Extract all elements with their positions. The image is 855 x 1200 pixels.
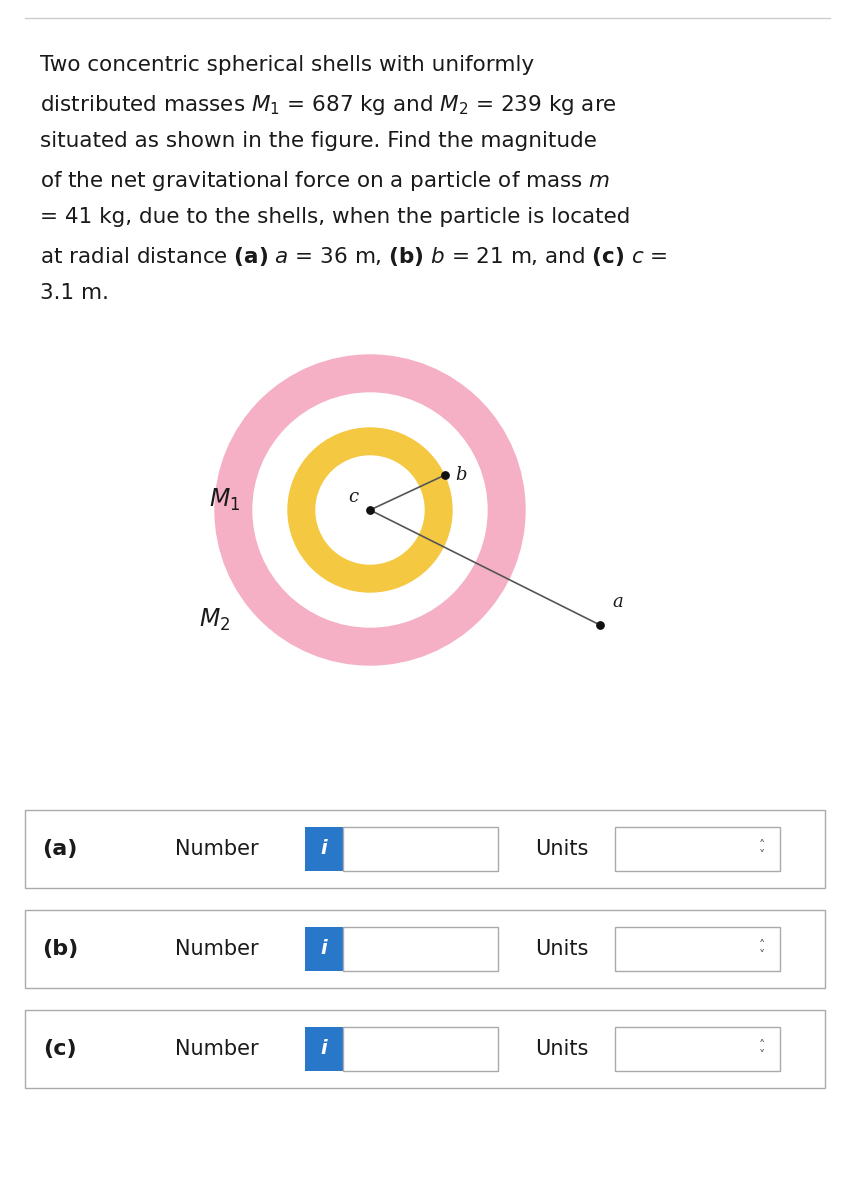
Bar — [25, 1010, 825, 1088]
Text: = 41 kg, due to the shells, when the particle is located: = 41 kg, due to the shells, when the par… — [40, 206, 630, 227]
Text: at radial distance $\mathbf{(a)}$ $a$ = 36 m, $\mathbf{(b)}$ $b$ = 21 m, and $\m: at radial distance $\mathbf{(a)}$ $a$ = … — [40, 245, 668, 268]
Text: Units: Units — [535, 839, 588, 859]
Circle shape — [215, 355, 525, 665]
Bar — [25, 810, 825, 888]
Text: (c): (c) — [44, 1039, 77, 1058]
Bar — [615, 926, 780, 971]
Text: ˅: ˅ — [759, 1049, 765, 1062]
Circle shape — [288, 428, 452, 592]
Bar — [615, 1027, 780, 1070]
Text: c: c — [348, 488, 358, 506]
Text: ˅: ˅ — [759, 948, 765, 961]
Point — [438, 466, 451, 485]
Text: i: i — [321, 1039, 327, 1058]
Text: i: i — [321, 840, 327, 858]
Text: $M_2$: $M_2$ — [199, 607, 231, 634]
Text: Number: Number — [175, 1039, 258, 1058]
Text: Number: Number — [175, 839, 258, 859]
Text: (a): (a) — [42, 839, 78, 859]
Text: Two concentric spherical shells with uniformly: Two concentric spherical shells with uni… — [40, 55, 534, 74]
Text: ˅: ˅ — [759, 848, 765, 862]
Text: of the net gravitational force on a particle of mass $m$: of the net gravitational force on a part… — [40, 169, 610, 193]
Bar — [343, 1027, 498, 1070]
Text: situated as shown in the figure. Find the magnitude: situated as shown in the figure. Find th… — [40, 131, 597, 151]
Bar — [615, 827, 780, 871]
Text: Units: Units — [535, 1039, 588, 1058]
Text: (b): (b) — [42, 938, 78, 959]
Circle shape — [316, 456, 424, 564]
Text: a: a — [612, 593, 622, 611]
Bar — [343, 926, 498, 971]
Point — [593, 616, 607, 635]
Bar — [305, 827, 343, 871]
Text: Number: Number — [175, 938, 258, 959]
Circle shape — [253, 392, 487, 626]
Text: ˄: ˄ — [759, 938, 765, 952]
Point — [363, 500, 377, 520]
Text: b: b — [455, 466, 467, 484]
Text: ˄: ˄ — [759, 1038, 765, 1051]
Text: 3.1 m.: 3.1 m. — [40, 283, 109, 302]
Text: distributed masses $M_1$ = 687 kg and $M_2$ = 239 kg are: distributed masses $M_1$ = 687 kg and $M… — [40, 92, 617, 116]
Bar — [343, 827, 498, 871]
Bar — [305, 1027, 343, 1070]
Text: Units: Units — [535, 938, 588, 959]
Text: i: i — [321, 940, 327, 959]
Text: ˄: ˄ — [759, 839, 765, 852]
Bar — [25, 910, 825, 988]
Bar — [305, 926, 343, 971]
Text: $M_1$: $M_1$ — [209, 487, 240, 514]
